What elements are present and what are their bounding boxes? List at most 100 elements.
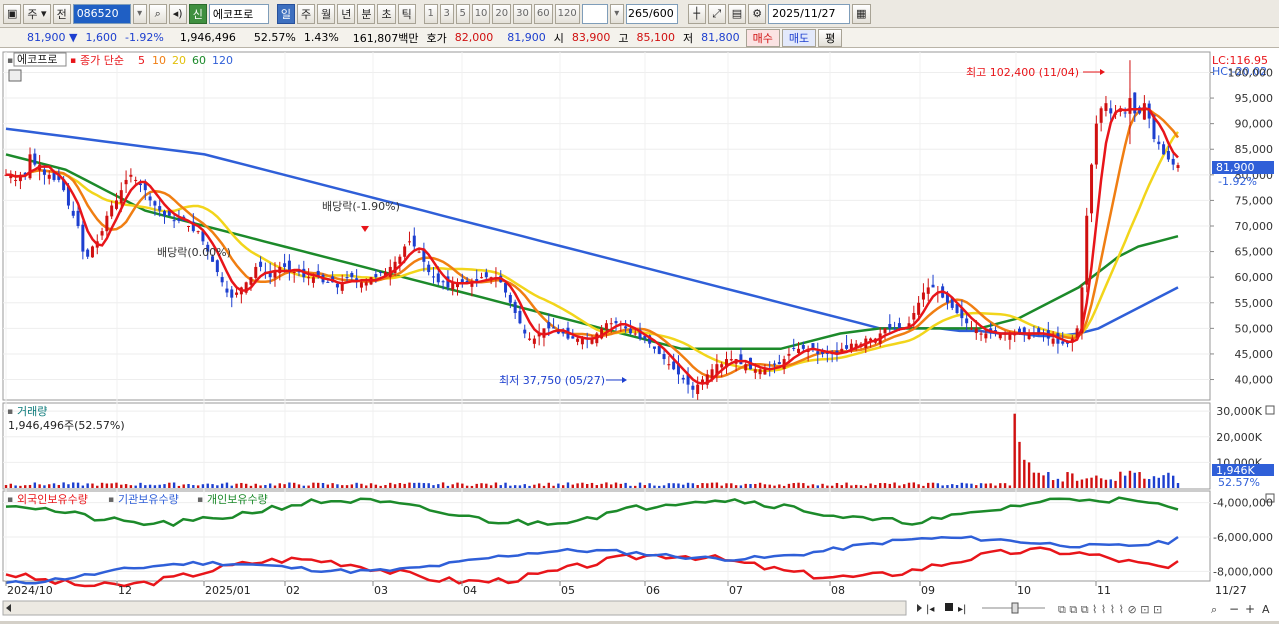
volume-bar <box>1147 479 1151 488</box>
period-tab-year[interactable]: 년 <box>337 3 356 24</box>
interval-5[interactable]: 5 <box>455 3 470 24</box>
dividend-annotation-2: 배당락(-1.90%) <box>322 200 400 213</box>
interval-60[interactable]: 60 <box>533 3 553 24</box>
period-tab-tick[interactable]: 틱 <box>397 3 416 24</box>
volume-bar <box>1071 473 1074 488</box>
stop-icon[interactable] <box>945 603 953 611</box>
period-tab-month[interactable]: 월 <box>317 3 336 24</box>
candle-type-icon[interactable]: ┼ <box>687 3 706 24</box>
period-tab-day[interactable]: 일 <box>276 3 295 24</box>
prev-button[interactable]: 전 <box>52 3 71 24</box>
volume-bar <box>1042 475 1045 488</box>
volume-bar <box>1013 413 1016 488</box>
trade-amount: 161,807백만 <box>352 31 419 45</box>
candle-body <box>110 205 114 217</box>
candle-body <box>244 282 248 293</box>
window-menu-icon[interactable]: ▣ <box>3 3 22 24</box>
candle-body <box>700 379 704 384</box>
volume-bar <box>1114 480 1117 488</box>
interval-120[interactable]: 120 <box>554 3 580 24</box>
first-page-icon[interactable]: |◂ <box>926 604 934 615</box>
calendar-icon[interactable]: ▦ <box>852 3 871 24</box>
volume-bar <box>658 485 661 488</box>
volume-bar <box>951 484 954 488</box>
x-axis: 2024/10 12 2025/01 02 03 04 05 06 07 08 09 10 11 <box>5 581 1111 597</box>
candle-body <box>744 364 748 371</box>
volume-tick-label: 30,000K <box>1216 405 1262 418</box>
evaluate-button[interactable]: 평 <box>818 28 843 47</box>
zoom-in-icon[interactable]: + <box>1245 602 1255 616</box>
candle-body <box>609 323 613 325</box>
chart-table-icon[interactable] <box>8 69 22 82</box>
last-price-tag: 81,900 <box>1216 161 1255 174</box>
holding-tick-label: -8,000,000 <box>1213 565 1273 578</box>
volume-bar <box>624 482 627 488</box>
candle-body <box>547 322 551 329</box>
chart-area[interactable]: ▪ 에코프로 ▪ 종가 단순 5 10 20 60 120 LC:116.95 … <box>0 48 1279 621</box>
last-page-icon[interactable]: ▸| <box>958 604 966 615</box>
page-count-input[interactable]: 265/600 <box>625 3 678 24</box>
candle-body <box>710 369 714 380</box>
interval-30[interactable]: 30 <box>513 3 532 24</box>
candle-body <box>657 345 661 354</box>
candle-body <box>441 281 445 283</box>
volume-bar <box>1157 477 1160 488</box>
code-dropdown-icon[interactable]: ▾ <box>132 3 147 24</box>
candle-body <box>47 174 51 179</box>
candle-body <box>311 277 315 283</box>
volume-bar <box>393 484 397 488</box>
interval-3[interactable]: 3 <box>439 3 454 24</box>
volume-panel-close-icon[interactable] <box>1265 405 1275 415</box>
speaker-icon[interactable]: ◂) <box>168 3 187 24</box>
save-icon[interactable]: ▤ <box>727 3 747 24</box>
volume-bar <box>1143 478 1146 488</box>
stock-code-input[interactable]: 086520 <box>72 3 131 24</box>
font-size-icon[interactable]: A <box>1262 603 1270 616</box>
sell-button[interactable]: 매도 <box>781 28 817 47</box>
scroll-left-icon[interactable] <box>6 604 11 612</box>
bullet-icon: ▪ <box>7 56 13 66</box>
volume-bar <box>1056 478 1060 488</box>
period-tab-minute[interactable]: 분 <box>357 3 376 24</box>
volume-bar <box>403 483 406 488</box>
volume-bar <box>317 482 320 488</box>
interval-1[interactable]: 1 <box>423 3 438 24</box>
gear-icon[interactable]: ⚙ <box>748 3 767 24</box>
holding-panel-close-icon[interactable] <box>1265 493 1275 503</box>
bottom-tools-icons[interactable]: ⧉ ⧉ ⧉ ⌇ ⌇ ⌇ ⌇ ⊘ ⊡ ⊡ <box>1058 603 1162 616</box>
interval-custom-input[interactable] <box>581 3 608 24</box>
chart-scrollbar[interactable] <box>2 600 907 616</box>
interval-20[interactable]: 20 <box>492 3 512 24</box>
period-tab-week[interactable]: 주 <box>296 3 316 24</box>
buy-button[interactable]: 매수 <box>745 28 780 47</box>
bid-label: 호가 <box>426 31 447 45</box>
volume-bar <box>153 485 157 488</box>
draw-tool-icon[interactable]: ⤢ <box>707 3 726 24</box>
ma5-polyline <box>6 107 1179 385</box>
volume-bar <box>941 485 944 488</box>
ma-legend-60: 60 <box>192 54 206 67</box>
period-select[interactable]: 주 ▾ <box>23 3 51 24</box>
price-change: 1,600 <box>85 31 117 44</box>
zoom-out-icon[interactable]: − <box>1229 602 1239 616</box>
candle-body <box>580 338 584 345</box>
scroll-right-icon[interactable] <box>917 604 922 612</box>
magnifier-icon[interactable]: ⌕ <box>1211 603 1217 616</box>
high-arrow-head-icon <box>1100 69 1105 75</box>
candle-body <box>508 294 512 303</box>
candle-body <box>835 350 839 354</box>
stock-name-field[interactable]: 에코프로 <box>208 3 269 24</box>
x-tick-label: 12 <box>118 584 132 597</box>
interval-10[interactable]: 10 <box>471 3 491 24</box>
interval-dropdown-icon[interactable]: ▾ <box>609 3 624 24</box>
volume-bar <box>912 482 916 488</box>
volume-bar <box>139 482 142 488</box>
period-tab-second[interactable]: 초 <box>377 3 396 24</box>
date-input[interactable]: 2025/11/27 <box>768 3 851 24</box>
search-icon[interactable]: ⌕ <box>148 3 167 24</box>
candle-body <box>686 374 690 385</box>
volume-bar <box>1075 480 1079 488</box>
zoom-slider-handle[interactable] <box>1011 602 1019 614</box>
candle-body <box>470 282 474 287</box>
candle-body <box>23 172 27 175</box>
